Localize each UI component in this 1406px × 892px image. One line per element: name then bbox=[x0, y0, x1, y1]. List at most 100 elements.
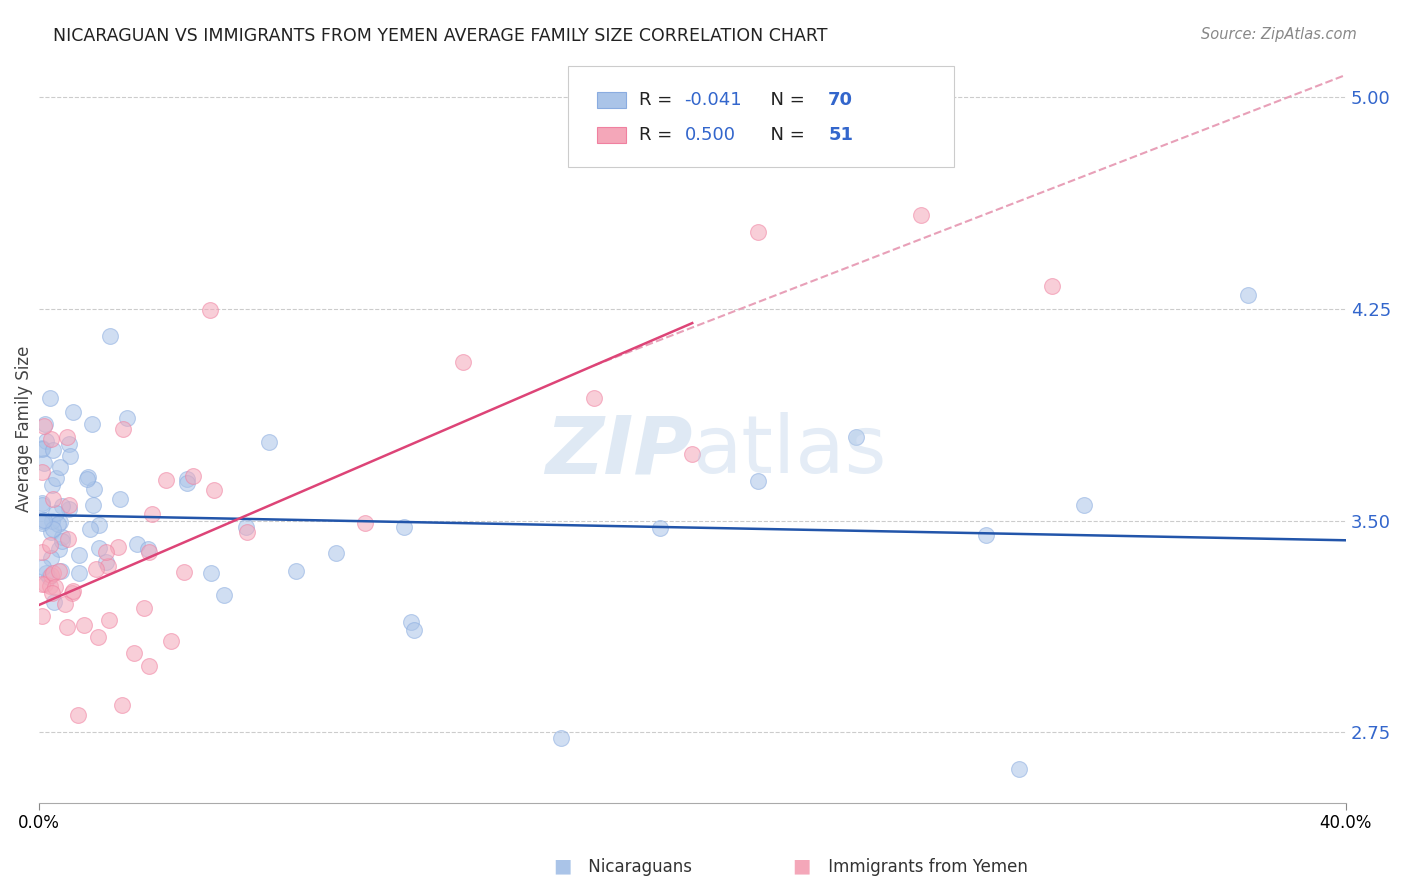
Point bbox=[31, 608, 53, 623]
Point bbox=[39, 551, 62, 566]
Point bbox=[910, 208, 932, 222]
Point bbox=[42, 595, 65, 609]
Point bbox=[82, 498, 104, 512]
Point bbox=[42, 491, 65, 506]
Point bbox=[67, 707, 90, 722]
Point bbox=[41, 586, 63, 600]
Point bbox=[35, 434, 58, 448]
Point bbox=[202, 483, 225, 497]
Point bbox=[122, 646, 145, 660]
Text: R =: R = bbox=[638, 91, 678, 109]
Point bbox=[32, 559, 55, 574]
Point bbox=[96, 555, 118, 569]
Point bbox=[49, 515, 72, 529]
Point bbox=[56, 532, 79, 546]
Point bbox=[160, 634, 183, 648]
Point bbox=[89, 517, 111, 532]
Point bbox=[138, 545, 160, 559]
Point bbox=[31, 496, 53, 510]
Y-axis label: Average Family Size: Average Family Size bbox=[15, 346, 32, 512]
Point bbox=[87, 630, 110, 644]
Point bbox=[354, 516, 377, 531]
Point bbox=[67, 549, 90, 563]
Point bbox=[34, 417, 56, 431]
Point bbox=[39, 391, 62, 405]
Point bbox=[132, 600, 155, 615]
Point bbox=[76, 470, 98, 484]
Point bbox=[212, 588, 235, 602]
Point bbox=[44, 580, 66, 594]
Point bbox=[31, 498, 53, 512]
Point bbox=[49, 564, 72, 578]
Point bbox=[45, 471, 67, 485]
Point bbox=[58, 449, 80, 463]
Point bbox=[110, 491, 132, 506]
Point bbox=[31, 465, 53, 479]
Point bbox=[155, 473, 177, 487]
Point bbox=[58, 501, 80, 516]
Point bbox=[97, 558, 120, 573]
Point bbox=[58, 498, 80, 512]
Point bbox=[31, 545, 53, 559]
Point bbox=[141, 507, 163, 521]
Point bbox=[79, 522, 101, 536]
Point bbox=[176, 472, 198, 486]
Point bbox=[60, 586, 83, 600]
FancyBboxPatch shape bbox=[596, 92, 626, 108]
Point bbox=[53, 597, 76, 611]
Point bbox=[62, 584, 84, 599]
Point bbox=[39, 579, 62, 593]
Point bbox=[38, 569, 60, 583]
Text: N =: N = bbox=[759, 91, 810, 109]
Point bbox=[45, 506, 67, 520]
Point bbox=[31, 577, 53, 591]
Point bbox=[32, 418, 55, 433]
Point bbox=[325, 546, 347, 560]
Point bbox=[94, 545, 117, 559]
Point bbox=[115, 410, 138, 425]
Point bbox=[127, 537, 149, 551]
Text: ■: ■ bbox=[792, 857, 811, 876]
Point bbox=[648, 521, 671, 535]
Point bbox=[583, 391, 606, 405]
Point bbox=[136, 542, 159, 557]
Point bbox=[41, 514, 63, 528]
Point bbox=[200, 302, 222, 317]
Text: ZIP: ZIP bbox=[546, 412, 692, 491]
Point bbox=[55, 430, 77, 444]
Point bbox=[51, 534, 73, 549]
Point bbox=[173, 566, 195, 580]
Text: R =: R = bbox=[638, 126, 678, 145]
Point bbox=[681, 447, 703, 461]
Point bbox=[41, 477, 63, 491]
Text: 0.500: 0.500 bbox=[685, 126, 735, 145]
FancyBboxPatch shape bbox=[568, 66, 953, 168]
Point bbox=[98, 613, 121, 627]
Text: N =: N = bbox=[759, 126, 810, 145]
Point bbox=[73, 618, 96, 632]
Point bbox=[58, 436, 80, 450]
Point bbox=[236, 524, 259, 539]
Point bbox=[46, 516, 69, 531]
Point bbox=[32, 513, 55, 527]
Point bbox=[1040, 279, 1063, 293]
Point bbox=[181, 469, 204, 483]
Point bbox=[31, 516, 53, 531]
Point bbox=[82, 417, 104, 431]
Point bbox=[259, 434, 281, 449]
Text: Nicaraguans: Nicaraguans bbox=[583, 858, 693, 876]
Point bbox=[111, 698, 134, 712]
Point bbox=[34, 577, 56, 591]
Text: -0.041: -0.041 bbox=[685, 91, 742, 109]
Point bbox=[200, 566, 222, 580]
Point bbox=[42, 566, 65, 580]
Point bbox=[1073, 498, 1095, 512]
Point bbox=[285, 564, 308, 578]
Text: Immigrants from Yemen: Immigrants from Yemen bbox=[823, 858, 1028, 876]
Point bbox=[107, 540, 129, 554]
Point bbox=[1008, 762, 1031, 776]
Point bbox=[31, 441, 53, 455]
Point bbox=[399, 615, 422, 629]
Text: 51: 51 bbox=[828, 126, 853, 145]
Point bbox=[747, 225, 769, 239]
